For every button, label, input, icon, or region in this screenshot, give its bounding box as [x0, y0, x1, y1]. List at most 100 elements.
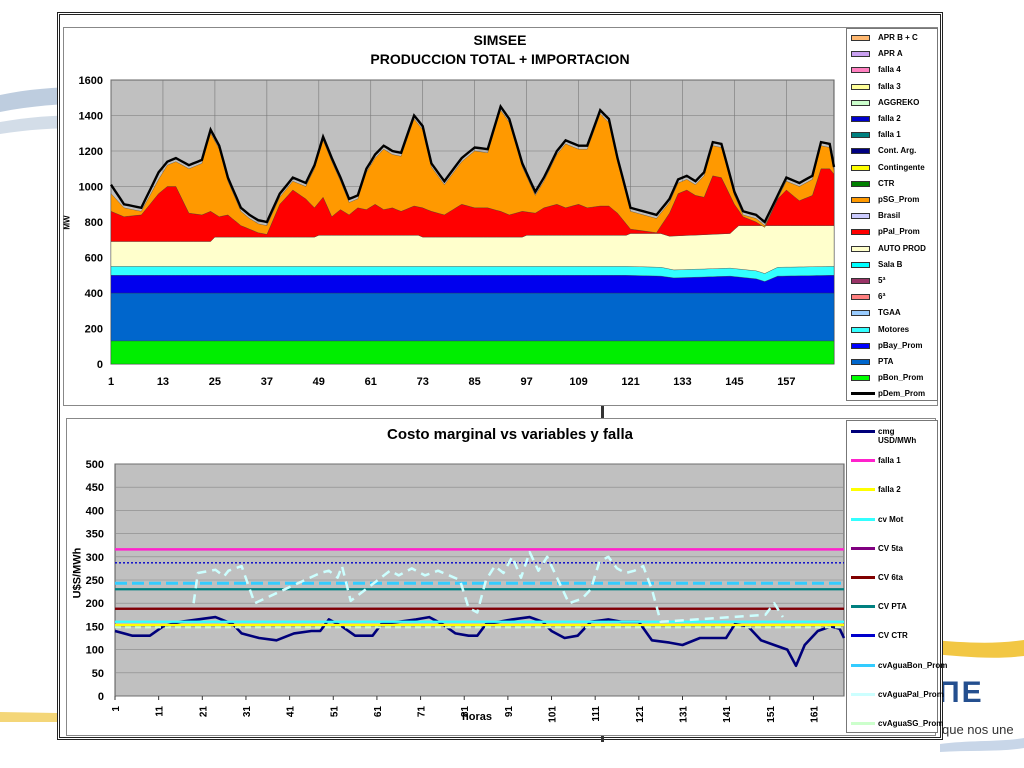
chart1-legend-swatch	[851, 116, 870, 122]
production-stacked-area-chart: 0 200 400 600 800 1000 1200 1400 1600 1 13 25 37 49 61…	[79, 75, 836, 388]
chart2-xtick-label: 121	[635, 706, 646, 723]
chart1-ytick-label: 400	[85, 288, 103, 300]
chart1-legend-swatch	[851, 261, 870, 268]
chart2-legend-swatch	[851, 692, 875, 696]
brand-logo: ΠΕ	[938, 676, 984, 709]
chart1-legend-label: 6ª	[878, 292, 886, 302]
chart2-title: Costo marginal vs variables y falla	[387, 426, 633, 443]
chart1-legend-label: TGAA	[878, 308, 901, 318]
chart2-ytick-label: 300	[86, 552, 104, 564]
chart1-xtick-label: 145	[725, 376, 743, 388]
chart1-legend-swatch	[851, 99, 870, 106]
chart1-legend-label: AUTO PROD	[878, 243, 926, 253]
chart1-legend-swatch	[851, 326, 870, 333]
chart1-legend-swatch	[851, 392, 875, 396]
chart1-legend-swatch	[851, 375, 870, 382]
chart2-xtick-label: 101	[548, 706, 559, 723]
chart2-legend-label: cvAguaBon_Prom	[878, 660, 948, 670]
chart1-ytick-label: 1000	[79, 182, 103, 194]
center-divider	[601, 406, 604, 418]
chart1-legend-label: CTR	[878, 178, 895, 188]
chart1-legend-swatch	[851, 148, 870, 155]
chart2-xtick-label: 131	[678, 706, 689, 723]
chart1-legend-swatch	[851, 197, 870, 203]
chart1-legend-label: APR A	[878, 49, 903, 59]
chart2-ytick-label: 100	[86, 645, 104, 657]
chart2-legend-swatch	[851, 576, 875, 579]
chart1-xtick-label: 73	[417, 376, 429, 388]
chart1-title: SIMSEE	[473, 32, 527, 48]
chart1-xtick-label: 61	[365, 376, 377, 388]
chart1-legend-swatch	[851, 132, 870, 139]
chart1-xtick-label: 121	[621, 376, 639, 388]
chart1-ytick-label: 600	[85, 253, 103, 265]
chart2-xtick-label: 21	[198, 706, 209, 718]
chart2-xtick-label: 31	[242, 706, 253, 718]
chart1-legend-label: Motores	[878, 324, 910, 334]
chart1-subtitle: PRODUCCION TOTAL + IMPORTACION	[370, 51, 630, 67]
chart1-ytick-label: 1200	[79, 146, 103, 158]
chart1-legend-label: pSG_Prom	[878, 195, 920, 204]
chart1-legend-label: PTA	[878, 357, 894, 366]
chart1-legend-swatch	[851, 51, 870, 58]
chart2-legend-swatch	[851, 605, 875, 609]
chart2-ytick-label: 0	[98, 691, 104, 703]
chart1-legend-label: pBay_Prom	[878, 340, 923, 350]
chart2-ytick-label: 200	[86, 598, 104, 610]
chart2-xtick-label: 11	[155, 706, 166, 717]
chart2-xtick-label: 161	[809, 706, 820, 723]
chart1-legend-label: AGGREKO	[878, 97, 920, 107]
chart2-xtick-label: 1	[111, 706, 122, 712]
center-divider-bottom	[601, 736, 604, 742]
chart2-xtick-label: 61	[373, 706, 384, 718]
chart1-legend-label: falla 4	[878, 65, 901, 75]
chart2-ytick-label: 350	[86, 529, 104, 541]
chart1-legend: APR B + C APR A falla 4 falla 3 AGGREKO falla…	[846, 28, 938, 401]
chart1-ytick-label: 1600	[79, 75, 103, 87]
chart2-legend-label: falla 1	[878, 456, 901, 466]
chart1-legend-swatch	[851, 35, 870, 41]
chart2-legend-label: CV PTA	[878, 602, 907, 612]
chart2-legend-label: cmg USD/MWh	[878, 427, 917, 445]
chart2-legend-label: CV CTR	[878, 631, 908, 641]
chart1-ytick-label: 800	[85, 217, 103, 229]
chart1-legend-swatch	[851, 67, 870, 74]
chart1-xtick-label: 157	[777, 376, 795, 388]
chart1-legend-label: Sala B	[878, 259, 903, 269]
chart2-legend-swatch	[851, 488, 875, 492]
chart1-xtick-label: 49	[313, 376, 325, 388]
chart1-xtick-label: 85	[469, 376, 481, 388]
chart1-legend-swatch	[851, 83, 870, 90]
chart1-legend-label: falla 2	[878, 114, 901, 123]
chart2-ytick-label: 500	[86, 459, 104, 471]
chart1-legend-label: 5ª	[878, 276, 886, 285]
chart2-xtick-label: 141	[722, 706, 733, 723]
chart1-legend-swatch	[851, 245, 870, 252]
chart2-legend-swatch	[851, 722, 875, 725]
chart2-xtick-label: 41	[286, 706, 297, 718]
chart1-legend-label: Cont. Arg.	[878, 146, 917, 156]
chart2-legend-label: CV 5ta	[878, 543, 903, 553]
chart2-legend-swatch	[851, 430, 875, 433]
chart1-legend-label: Brasil	[878, 211, 901, 221]
chart1-legend-swatch	[851, 164, 870, 171]
chart1-legend-swatch	[851, 310, 870, 317]
chart2-legend-swatch	[851, 546, 875, 550]
chart2-xtick-label: 111	[591, 706, 602, 722]
line-pDem-Prom	[109, 103, 836, 224]
chart2-legend-label: cvAguaSG_Prom	[878, 719, 944, 728]
chart1-legend-swatch	[851, 213, 870, 220]
chart2-legend: cmg USD/MWh falla 1 falla 2 cv Mot CV 5ta CV …	[846, 420, 948, 733]
chart1-legend-label: falla 1	[878, 130, 901, 140]
chart2-legend-swatch	[851, 459, 875, 463]
chart2-xtick-label: 91	[504, 706, 515, 718]
chart2-ytick-label: 400	[86, 505, 104, 517]
chart1-legend-label: pBon_Prom	[878, 373, 924, 383]
slogan-text: que nos une	[942, 722, 1014, 737]
chart2-ytick-label: 50	[92, 668, 104, 680]
chart1-xtick-label: 1	[108, 376, 114, 388]
chart1-legend-label: pPal_Prom	[878, 227, 920, 237]
chart1-ytick-label: 0	[97, 359, 103, 371]
chart1-legend-label: pDem_Prom	[878, 389, 926, 399]
